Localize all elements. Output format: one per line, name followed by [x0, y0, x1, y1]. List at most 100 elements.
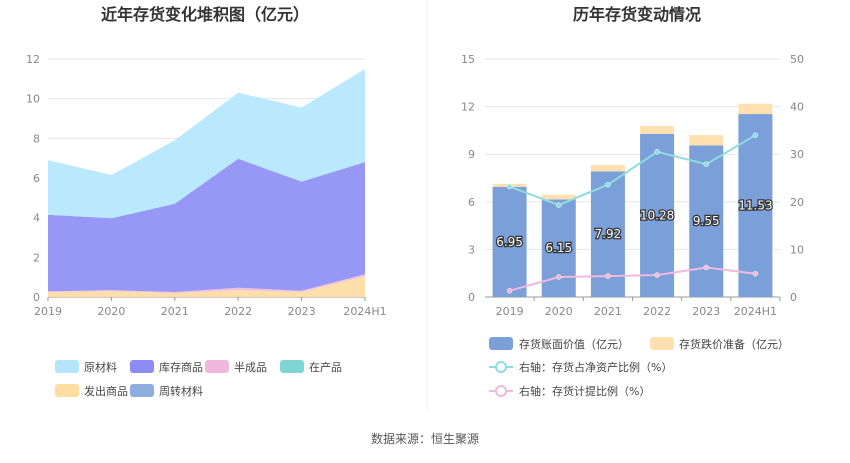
bar-provision — [738, 103, 773, 115]
left-y-axis: 0 2 4 6 8 10 12 — [26, 53, 40, 304]
y-tick-label: 0 — [468, 291, 475, 304]
x-tick-label: 2021 — [594, 305, 622, 318]
left-chart-title: 近年存货变化堆积图（亿元） — [101, 5, 309, 24]
y-tick-label: 6 — [468, 196, 475, 209]
x-tick-label: 2023 — [288, 305, 316, 318]
y-tick-label: 8 — [33, 132, 40, 145]
data-source: 数据来源：恒生聚源 — [371, 431, 479, 446]
bar-provision — [689, 135, 724, 146]
legend-label: 半成品 — [234, 360, 267, 374]
legend-swatch — [55, 360, 79, 373]
bar-provision — [541, 194, 576, 200]
right-legend: 存货账面价值（亿元） 存货跌价准备（亿元） 右轴：存货占净资产比例（%） 右轴：存货计… — [489, 337, 789, 398]
bar-provision — [640, 125, 675, 134]
legend-swatch — [489, 337, 513, 350]
legend-label: 右轴：存货占净资产比例（%） — [519, 360, 672, 374]
legend-marker — [495, 385, 507, 397]
y-tick-label: 12 — [26, 53, 40, 66]
y-tick-label: 12 — [461, 101, 475, 114]
y-tick-label: 10 — [26, 93, 40, 106]
line-point — [654, 272, 660, 278]
legend-swatch — [280, 360, 304, 373]
right-x-axis: 2019 2020 2021 2022 2023 2024H1 — [496, 297, 781, 318]
right-right-y-axis: 0 10 20 30 40 50 — [790, 53, 804, 304]
y-tick-label: 9 — [468, 148, 475, 161]
area-发出商品 — [48, 276, 365, 297]
bar-book-value — [640, 133, 675, 297]
bar-value-label: 7.92 — [595, 227, 622, 241]
x-tick-label: 2020 — [97, 305, 125, 318]
line-point — [703, 264, 709, 271]
bar-value-label: 9.55 — [693, 214, 720, 228]
bar-value-label: 6.95 — [496, 235, 523, 249]
legend-swatch — [55, 384, 79, 397]
bar-value-label: 11.53 — [738, 199, 772, 213]
legend-swatch — [205, 360, 229, 373]
y-tick-label: 15 — [461, 53, 475, 66]
x-tick-label: 2024H1 — [343, 305, 386, 318]
right-bar-series — [492, 103, 773, 297]
legend-label: 发出商品 — [84, 384, 128, 398]
legend-label: 存货跌价准备（亿元） — [679, 337, 789, 351]
x-tick-label: 2024H1 — [734, 305, 777, 318]
y2-tick-label: 40 — [790, 101, 804, 114]
right-gridlines — [485, 58, 780, 298]
right-chart-title: 历年存货变动情况 — [573, 5, 701, 24]
area-库存商品 — [48, 158, 365, 292]
x-tick-label: 2019 — [34, 305, 62, 318]
legend-swatch — [650, 337, 674, 350]
line-point — [605, 181, 611, 188]
line-point — [703, 161, 709, 167]
line-point — [556, 202, 562, 208]
x-tick-label: 2020 — [545, 305, 573, 318]
bar-book-value — [689, 145, 724, 297]
area-原材料 — [48, 68, 365, 219]
legend-label: 在产品 — [309, 360, 342, 374]
y-tick-label: 0 — [33, 291, 40, 304]
right-left-y-axis: 0 3 6 9 12 15 — [461, 53, 475, 304]
line-右轴：存货占净资产比例（%） — [509, 134, 756, 207]
line-point — [605, 273, 611, 279]
line-point — [556, 274, 562, 280]
y-tick-label: 4 — [33, 212, 40, 225]
left-area-series — [48, 68, 365, 297]
area-半成品 — [48, 274, 365, 293]
right-line-series — [506, 132, 759, 294]
stacked-area-chart: 近年存货变化堆积图（亿元） 0 2 4 6 8 10 12 2019 2020 2021 2022… — [26, 5, 387, 398]
legend-label: 周转材料 — [159, 384, 203, 398]
bar-book-value — [738, 114, 773, 297]
x-tick-label: 2022 — [224, 305, 252, 318]
left-x-axis: 2019 2020 2021 2022 2023 2024H1 — [34, 297, 387, 318]
y2-tick-label: 20 — [790, 196, 804, 209]
legend-marker — [495, 361, 507, 373]
x-tick-label: 2022 — [643, 305, 671, 318]
line-point — [506, 183, 513, 190]
x-tick-label: 2019 — [496, 305, 524, 318]
y-tick-label: 2 — [33, 251, 40, 264]
y2-tick-label: 50 — [790, 53, 804, 66]
legend-swatch — [130, 384, 154, 397]
line-point — [506, 288, 513, 294]
line-point — [752, 132, 759, 138]
y-tick-label: 3 — [468, 243, 475, 256]
bar-provision — [590, 164, 625, 172]
bar-book-value — [492, 186, 527, 297]
line-point — [654, 149, 660, 155]
line-point — [752, 270, 759, 277]
y2-tick-label: 10 — [790, 243, 804, 256]
legend-label: 右轴：存货计提比例（%） — [519, 384, 650, 398]
legend-label: 库存商品 — [159, 360, 203, 374]
legend-swatch — [130, 360, 154, 373]
y-tick-label: 6 — [33, 172, 40, 185]
legend-label: 存货账面价值（亿元） — [519, 337, 629, 351]
y2-tick-label: 30 — [790, 148, 804, 161]
x-tick-label: 2021 — [161, 305, 189, 318]
legend-label: 原材料 — [84, 360, 117, 374]
y2-tick-label: 0 — [790, 291, 797, 304]
right-bar-labels: 6.95 6.15 7.92 10.28 9.55 11.53 — [495, 197, 774, 256]
x-tick-label: 2023 — [692, 305, 720, 318]
line-右轴：存货计提比例（%） — [509, 266, 756, 292]
bar-value-label: 6.15 — [545, 241, 572, 255]
inventory-bar-line-chart: 历年存货变动情况 6.95 6.15 7.92 10.28 9.55 11.53 0 3 6 9… — [461, 5, 804, 398]
